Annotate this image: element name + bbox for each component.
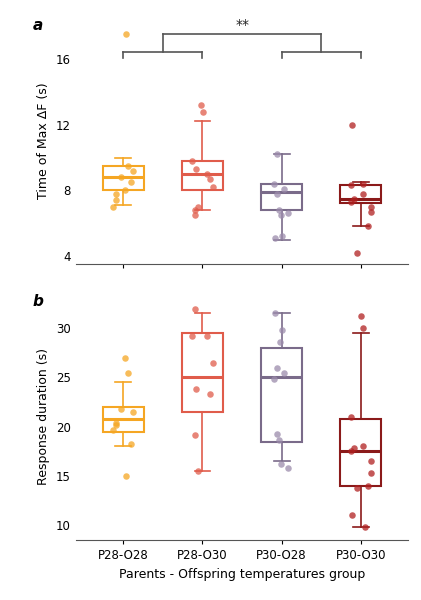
- Point: [195, 202, 202, 212]
- Point: [192, 304, 199, 313]
- Point: [192, 205, 199, 215]
- Point: [274, 363, 280, 373]
- Point: [277, 460, 284, 469]
- Point: [210, 182, 216, 192]
- Point: [285, 463, 291, 473]
- Bar: [261, 184, 302, 210]
- Point: [110, 202, 117, 212]
- Point: [206, 389, 213, 399]
- Bar: [103, 407, 144, 431]
- Point: [122, 29, 129, 39]
- X-axis label: Parents - Offspring temperatures group: Parents - Offspring temperatures group: [119, 568, 365, 581]
- Point: [347, 412, 354, 422]
- Point: [279, 232, 285, 241]
- Point: [281, 184, 288, 194]
- Point: [274, 149, 280, 159]
- Point: [117, 172, 124, 182]
- Point: [349, 511, 355, 520]
- Point: [360, 189, 367, 199]
- Point: [350, 443, 357, 453]
- Bar: [261, 348, 302, 442]
- Point: [360, 323, 366, 333]
- Point: [360, 179, 366, 188]
- Point: [128, 440, 135, 449]
- Point: [110, 425, 117, 434]
- Point: [350, 194, 357, 203]
- Point: [270, 374, 277, 384]
- Point: [197, 100, 204, 110]
- Text: b: b: [32, 294, 43, 309]
- Point: [364, 221, 371, 231]
- Point: [349, 120, 355, 130]
- Point: [272, 308, 278, 318]
- Point: [112, 418, 119, 428]
- Point: [192, 430, 199, 439]
- Point: [204, 169, 210, 179]
- Point: [112, 196, 119, 205]
- Bar: [340, 419, 381, 486]
- Point: [272, 233, 278, 243]
- Point: [348, 197, 354, 206]
- Point: [358, 311, 365, 321]
- Bar: [103, 166, 144, 190]
- Point: [277, 337, 283, 347]
- Point: [112, 420, 119, 430]
- Point: [353, 483, 360, 493]
- Point: [360, 442, 367, 451]
- Point: [274, 189, 280, 199]
- Point: [353, 248, 360, 257]
- Point: [128, 178, 135, 187]
- Y-axis label: Response duration (s): Response duration (s): [37, 349, 51, 485]
- Point: [125, 161, 132, 170]
- Point: [193, 164, 200, 174]
- Text: **: **: [235, 18, 249, 32]
- Point: [192, 210, 199, 220]
- Point: [206, 174, 213, 184]
- Point: [125, 368, 132, 377]
- Point: [270, 179, 277, 188]
- Point: [368, 468, 375, 478]
- Bar: [340, 185, 381, 203]
- Point: [281, 368, 288, 377]
- Point: [130, 166, 137, 175]
- Point: [368, 457, 374, 466]
- Text: a: a: [32, 18, 43, 33]
- Point: [189, 331, 195, 341]
- Point: [210, 358, 216, 368]
- Point: [274, 429, 280, 439]
- Y-axis label: Time of Max ΔF (s): Time of Max ΔF (s): [37, 83, 51, 199]
- Point: [347, 181, 354, 190]
- Point: [275, 205, 282, 215]
- Point: [122, 353, 129, 362]
- Point: [368, 202, 374, 212]
- Bar: [182, 161, 223, 190]
- Point: [362, 523, 368, 532]
- Point: [277, 210, 284, 220]
- Point: [112, 189, 119, 199]
- Point: [204, 331, 210, 341]
- Point: [122, 471, 129, 481]
- Point: [364, 481, 371, 491]
- Point: [275, 435, 282, 445]
- Point: [195, 466, 202, 476]
- Point: [117, 404, 124, 414]
- Point: [368, 207, 375, 217]
- Bar: [182, 333, 223, 412]
- Point: [285, 209, 291, 218]
- Point: [279, 325, 285, 335]
- Point: [189, 156, 195, 166]
- Point: [130, 407, 137, 417]
- Point: [193, 385, 200, 394]
- Point: [348, 446, 354, 456]
- Point: [122, 185, 129, 195]
- Point: [200, 107, 206, 116]
